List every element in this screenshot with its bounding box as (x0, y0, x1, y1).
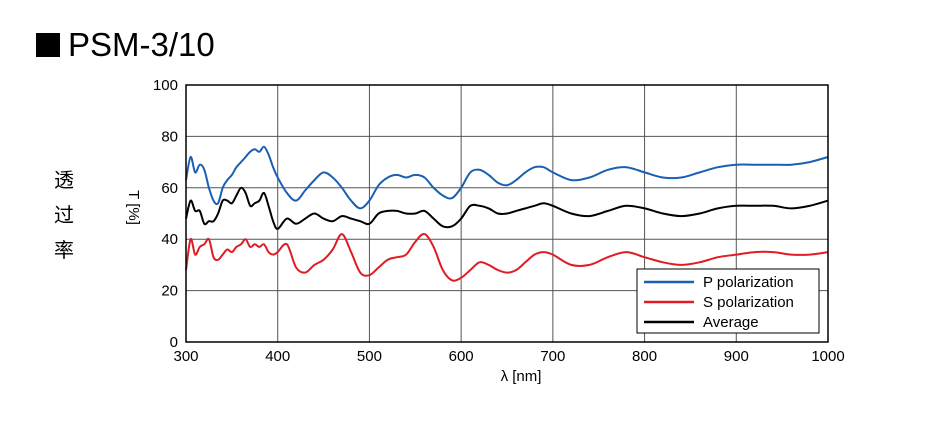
y-tick-label: 60 (161, 180, 178, 197)
x-tick-label: 300 (173, 348, 198, 365)
x-tick-label: 500 (357, 348, 382, 365)
series-line-2 (185, 233, 829, 282)
x-tick-label: 400 (265, 348, 290, 365)
chart-title: PSM-3/10 (36, 20, 215, 70)
legend-label-1: P polarization (703, 274, 794, 291)
series-line-1 (185, 145, 829, 210)
x-tick-label: 800 (632, 348, 657, 365)
y-tick-label: 100 (153, 77, 178, 94)
x-axis-label: λ [nm] (501, 368, 542, 385)
x-tick-label: 600 (449, 348, 474, 365)
y-tick-label: 20 (161, 283, 178, 300)
legend-label-3: Average (703, 314, 759, 331)
y-tick-label: 80 (161, 128, 178, 145)
y-tick-label: 0 (170, 334, 178, 351)
plot-frame (185, 84, 829, 343)
legend-label-2: S polarization (703, 294, 794, 311)
y-tick-label: 40 (161, 231, 178, 248)
series-line-3 (185, 186, 829, 230)
y-axis-label: T [%] (125, 190, 142, 225)
side-label-char-3: 率 (54, 238, 74, 262)
x-tick-label: 700 (540, 348, 565, 365)
x-tick-label: 900 (724, 348, 749, 365)
side-label-char-1: 透 (54, 168, 74, 192)
side-label-char-2: 过 (54, 203, 74, 227)
title-square-icon (36, 33, 60, 57)
x-tick-label: 1000 (811, 348, 844, 365)
title-text: PSM-3/10 (68, 26, 215, 63)
